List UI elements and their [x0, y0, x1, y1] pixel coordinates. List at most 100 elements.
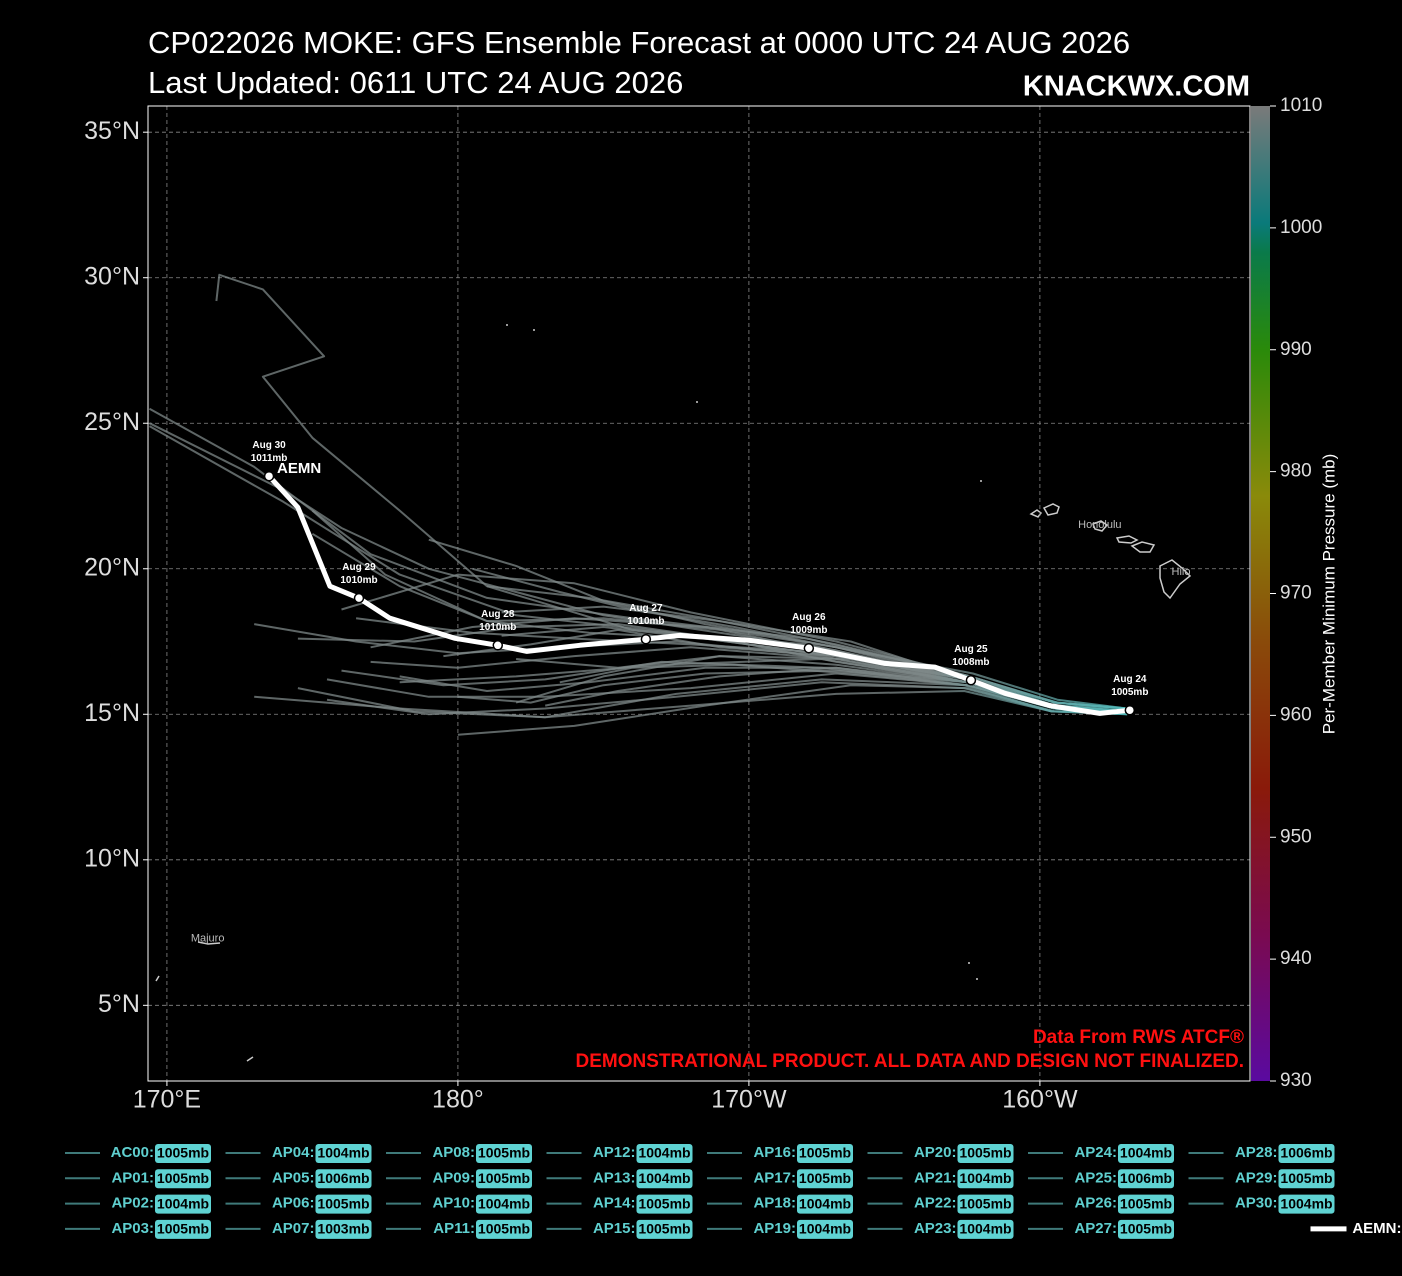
legend-entry: AEMN:1005mb	[1310, 1220, 1402, 1237]
legend-entry: AP08: 1005mb	[386, 1144, 532, 1163]
legend-pressure: 1006mb	[1120, 1170, 1172, 1186]
legend-name: AP25:	[1074, 1169, 1117, 1186]
legend-entry: AP26: 1005mb	[1028, 1195, 1174, 1214]
legend-name: AP06:	[272, 1195, 315, 1212]
legend-pressure: 1005mb	[959, 1195, 1011, 1211]
legend-pressure: 1006mb	[317, 1170, 369, 1186]
place-label: Majuro	[191, 932, 225, 944]
legend-entry: AP05: 1006mb	[225, 1169, 372, 1189]
mean-track	[266, 473, 1133, 716]
legend-pressure: 1005mb	[157, 1170, 209, 1186]
legend-pressure: 1004mb	[638, 1145, 690, 1161]
y-tick-label: 20°N	[84, 553, 140, 581]
legend-pressure: 1006mb	[1280, 1145, 1332, 1161]
y-tick-label: 35°N	[84, 117, 140, 145]
legend-badge	[797, 1219, 853, 1239]
legend-badge	[636, 1219, 693, 1239]
place-label: Hilo	[1172, 566, 1191, 578]
legend-badge	[1118, 1144, 1174, 1163]
legend-entry: AP23: 1004mb	[867, 1219, 1014, 1239]
legend-pressure: 1005mb	[478, 1145, 530, 1161]
island	[155, 975, 160, 982]
legend-name: AP26:	[1074, 1195, 1117, 1212]
legend-name: AP28:	[1235, 1144, 1278, 1161]
legend-entry: AC00: 1005mb	[65, 1144, 211, 1163]
legend-name: AP18:	[753, 1195, 796, 1212]
legend-entry: AP15: 1005mb	[546, 1219, 693, 1239]
legend-pressure: 1005mb	[799, 1170, 851, 1186]
plot-frame	[147, 105, 1251, 1082]
island	[1159, 559, 1192, 600]
legend-name: AP09:	[432, 1169, 475, 1186]
chart-subtitle: Last Updated: 0611 UTC 24 AUG 2026	[148, 65, 683, 100]
legend-badge	[957, 1219, 1014, 1239]
fix-pressure: 1010mb	[479, 622, 516, 633]
legend-entry: AP22: 1005mb	[867, 1195, 1014, 1214]
legend-name: AP02:	[111, 1195, 154, 1212]
legend-name: AP11:	[433, 1220, 475, 1237]
legend-pressure: 1004mb	[317, 1145, 369, 1161]
legend-entry: AP21: 1004mb	[867, 1169, 1014, 1189]
fix-point	[1124, 704, 1136, 716]
colorbar-tick-label: 1010	[1280, 95, 1322, 116]
legend-badge	[155, 1144, 211, 1163]
y-tick-label: 15°N	[84, 699, 140, 727]
legend-pressure: 1003mb	[317, 1221, 369, 1237]
island	[1042, 503, 1060, 516]
island	[980, 480, 982, 482]
fix-point	[965, 674, 977, 686]
legend-pressure: 1005mb	[157, 1221, 209, 1237]
member-track	[326, 681, 1128, 716]
colorbar-tick-label: 1000	[1280, 217, 1322, 238]
island	[696, 401, 698, 403]
x-tick-label: 170°W	[711, 1086, 787, 1114]
colorbar-tick-label: 950	[1280, 826, 1312, 847]
legend-entry: AP10: 1004mb	[386, 1195, 532, 1214]
island	[533, 329, 535, 331]
legend-name: AP23:	[914, 1220, 957, 1237]
legend-badge	[797, 1194, 853, 1214]
legend-pressure: 1005mb	[959, 1145, 1011, 1161]
fix-pressure: 1008mb	[952, 657, 989, 668]
legend-pressure: 1005mb	[638, 1195, 690, 1211]
legend-name: AP29:	[1235, 1169, 1278, 1186]
fix-point	[640, 633, 652, 645]
legend-badge	[476, 1194, 532, 1214]
legend-badge	[1118, 1219, 1174, 1239]
legend-pressure: 1005mb	[638, 1221, 690, 1237]
fix-pressure: 1005mb	[1111, 687, 1148, 698]
legend-badge	[636, 1144, 693, 1163]
legend-pressure: 1004mb	[638, 1170, 690, 1186]
legend-pressure: 1004mb	[1120, 1145, 1172, 1161]
legend-badge	[476, 1169, 532, 1189]
annotation: Data From RWS ATCF®	[1033, 1027, 1244, 1048]
legend-name: AC00:	[111, 1144, 154, 1161]
fix-point	[263, 470, 275, 482]
legend-name: AP22:	[914, 1195, 957, 1212]
legend-badge	[636, 1169, 693, 1189]
legend-pressure: 1004mb	[799, 1221, 851, 1237]
legend-name: AP20:	[914, 1144, 957, 1161]
y-tick-label: 25°N	[84, 408, 140, 436]
island	[976, 978, 978, 980]
legend-badge	[315, 1194, 372, 1214]
fix-date: Aug 30	[252, 440, 286, 451]
legend-entry: AP13: 1004mb	[546, 1169, 693, 1189]
legend-name: AP01:	[111, 1169, 154, 1186]
island	[1115, 535, 1139, 544]
islands	[155, 324, 1192, 1062]
legend-badge	[1278, 1194, 1335, 1214]
legend-entry: AP06: 1005mb	[225, 1194, 372, 1214]
legend-pressure: 1004mb	[959, 1221, 1011, 1237]
legend-name: AP14:	[593, 1195, 636, 1212]
legend-entry: AP09: 1005mb	[386, 1169, 532, 1189]
legend-badge	[155, 1219, 211, 1239]
mean-label: AEMN	[277, 460, 321, 477]
brand: KNACKWX.COM	[1023, 71, 1250, 103]
legend-entry: AP01: 1005mb	[65, 1169, 211, 1189]
legend-name: AP19:	[753, 1220, 796, 1237]
legend-name: AP04:	[272, 1144, 315, 1161]
legend-badge	[797, 1144, 853, 1163]
annotation: DEMONSTRATIONAL PRODUCT. ALL DATA AND DE…	[576, 1051, 1245, 1072]
fix-date: Aug 25	[954, 644, 988, 655]
